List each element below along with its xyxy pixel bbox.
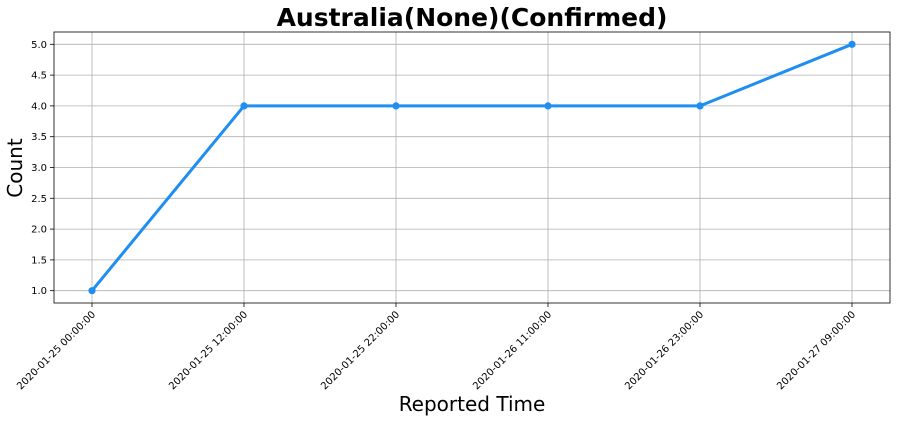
data-point bbox=[544, 102, 552, 110]
y-tick-label: 3.0 bbox=[31, 163, 47, 174]
y-tick-label: 1.0 bbox=[31, 286, 47, 297]
data-point bbox=[392, 102, 400, 110]
x-tick-label: 2020-01-26 11:00:00 bbox=[471, 309, 554, 392]
data-point bbox=[848, 40, 856, 48]
y-tick-label: 3.5 bbox=[31, 132, 47, 143]
x-tick-label: 2020-01-25 00:00:00 bbox=[15, 309, 98, 392]
y-tick-label: 2.0 bbox=[31, 225, 47, 236]
data-point bbox=[88, 287, 96, 295]
y-tick-label: 5.0 bbox=[31, 40, 47, 51]
series-layer bbox=[88, 40, 856, 295]
y-tick-label: 4.5 bbox=[31, 71, 47, 82]
grid bbox=[54, 32, 890, 303]
chart-title: Australia(None)(Confirmed) bbox=[277, 3, 668, 32]
x-axis: 2020-01-25 00:00:00 2020-01-25 12:00:00 20… bbox=[15, 303, 858, 392]
y-tick-label: 2.5 bbox=[31, 194, 47, 205]
x-axis-label: Reported Time bbox=[399, 392, 546, 416]
y-tick-label: 4.0 bbox=[31, 101, 47, 112]
y-tick-label: 1.5 bbox=[31, 255, 47, 266]
data-point bbox=[696, 102, 704, 110]
series-line bbox=[90, 42, 854, 293]
x-tick-label: 2020-01-27 09:00:00 bbox=[775, 309, 858, 392]
y-axis-label: Count bbox=[3, 138, 27, 198]
y-axis: 1.0 1.5 2.0 2.5 3.0 3.5 4.0 4.5 5.0 bbox=[31, 40, 54, 297]
x-tick-label: 2020-01-25 12:00:00 bbox=[167, 309, 250, 392]
x-tick-label: 2020-01-26 23:00:00 bbox=[623, 309, 706, 392]
x-tick-label: 2020-01-25 22:00:00 bbox=[319, 309, 402, 392]
data-point bbox=[240, 102, 248, 110]
